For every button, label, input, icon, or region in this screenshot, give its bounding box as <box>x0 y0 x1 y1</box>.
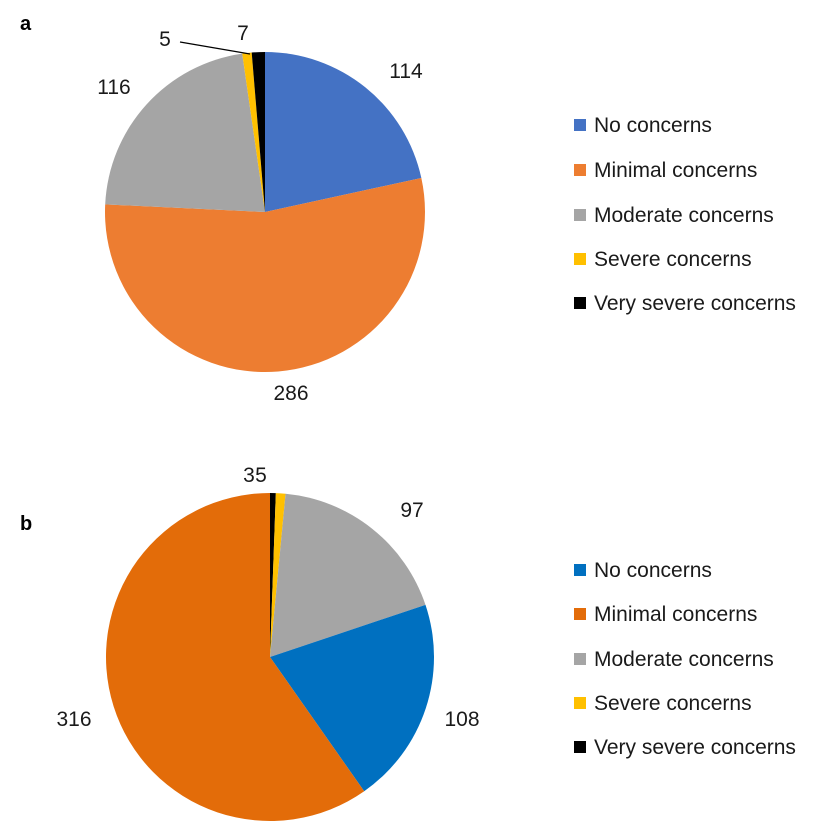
data-label-b-severe-concerns: 5 <box>255 464 267 487</box>
data-label-a-very-severe-concerns: 7 <box>237 22 249 45</box>
legend-b: No concerns Minimal concerns Moderate co… <box>574 559 796 759</box>
data-label-a-severe-concerns: 5 <box>159 28 171 51</box>
legend-item-a-4: Very severe concerns <box>574 292 796 315</box>
legend-item-b-3: Severe concerns <box>574 692 752 715</box>
legend-swatch <box>574 741 586 753</box>
legend-item-a-2: Moderate concerns <box>574 204 774 227</box>
legend-label: Moderate concerns <box>594 204 774 227</box>
legend-item-a-0: No concerns <box>574 114 712 137</box>
pie-slice-a-severe-concerns <box>242 52 265 212</box>
pie-slice-a-very-severe-concerns <box>251 51 265 212</box>
legend-swatch <box>574 119 586 131</box>
legend-a: No concerns Minimal concerns Moderate co… <box>574 114 796 315</box>
legend-label: No concerns <box>594 114 712 137</box>
legend-label: Severe concerns <box>594 692 752 715</box>
legend-swatch <box>574 608 586 620</box>
pie-slice-b-minimal-concerns <box>105 492 365 821</box>
data-label-a-minimal-concerns: 286 <box>273 382 308 405</box>
legend-swatch <box>574 253 586 265</box>
legend-item-a-3: Severe concerns <box>574 248 752 271</box>
data-label-b-very-severe-concerns: 3 <box>243 464 255 487</box>
pie-slice-b-moderate-concerns <box>270 493 426 657</box>
pie-slice-a-no-concerns <box>265 52 422 212</box>
leader-line-severe-a <box>179 41 251 55</box>
data-label-a-no-concerns: 114 <box>389 60 423 83</box>
pie-chart-b: b 3 5 97 108 316 <box>20 464 480 821</box>
pie-slice-b-severe-concerns <box>270 493 286 657</box>
legend-swatch <box>574 697 586 709</box>
panel-letter-b: b <box>20 513 32 535</box>
pie-slice-b-very-severe-concerns <box>270 492 276 657</box>
legend-label: Very severe concerns <box>594 292 796 315</box>
legend-item-a-1: Minimal concerns <box>574 159 757 182</box>
legend-label: Very severe concerns <box>594 736 796 759</box>
pie-chart-a: a 114 286 116 5 7 <box>20 13 425 405</box>
panel-letter-a: a <box>20 13 32 35</box>
legend-label: No concerns <box>594 559 712 582</box>
legend-item-b-2: Moderate concerns <box>574 648 774 671</box>
legend-swatch <box>574 209 586 221</box>
pie-slices-b <box>105 492 434 821</box>
pie-slice-a-minimal-concerns <box>104 177 425 373</box>
pie-slice-a-moderate-concerns <box>105 53 266 212</box>
legend-swatch <box>574 164 586 176</box>
legend-swatch <box>574 564 586 576</box>
data-label-a-moderate-concerns: 116 <box>97 76 130 99</box>
data-label-b-moderate-concerns: 97 <box>400 499 423 522</box>
data-label-b-no-concerns: 108 <box>444 708 479 731</box>
data-label-b-minimal-concerns: 316 <box>56 708 91 731</box>
legend-item-b-1: Minimal concerns <box>574 603 757 626</box>
legend-item-b-4: Very severe concerns <box>574 736 796 759</box>
legend-label: Minimal concerns <box>594 159 757 182</box>
legend-label: Moderate concerns <box>594 648 774 671</box>
pie-slice-b-no-concerns <box>270 604 434 792</box>
legend-swatch <box>574 653 586 665</box>
legend-label: Minimal concerns <box>594 603 757 626</box>
legend-label: Severe concerns <box>594 248 752 271</box>
legend-item-b-0: No concerns <box>574 559 712 582</box>
legend-swatch <box>574 297 586 309</box>
pie-slices-a <box>104 51 425 373</box>
